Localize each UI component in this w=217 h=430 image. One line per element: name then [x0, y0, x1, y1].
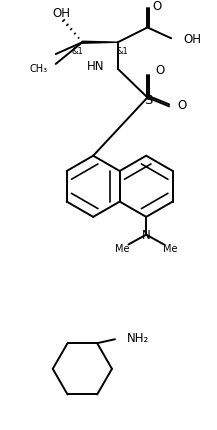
Text: &1: &1	[117, 46, 129, 55]
Text: N: N	[142, 229, 151, 242]
Text: O: O	[177, 98, 186, 112]
Polygon shape	[82, 42, 118, 44]
Text: O: O	[155, 64, 165, 77]
Text: HN: HN	[87, 60, 104, 73]
Text: Me: Me	[115, 244, 130, 254]
Text: OH: OH	[53, 7, 71, 20]
Text: Me: Me	[163, 244, 177, 254]
Text: CH₃: CH₃	[30, 64, 48, 74]
Text: S: S	[144, 94, 153, 107]
Text: &1: &1	[72, 46, 83, 55]
Text: OH: OH	[183, 33, 201, 46]
Text: O: O	[152, 0, 162, 13]
Text: NH₂: NH₂	[127, 331, 149, 344]
